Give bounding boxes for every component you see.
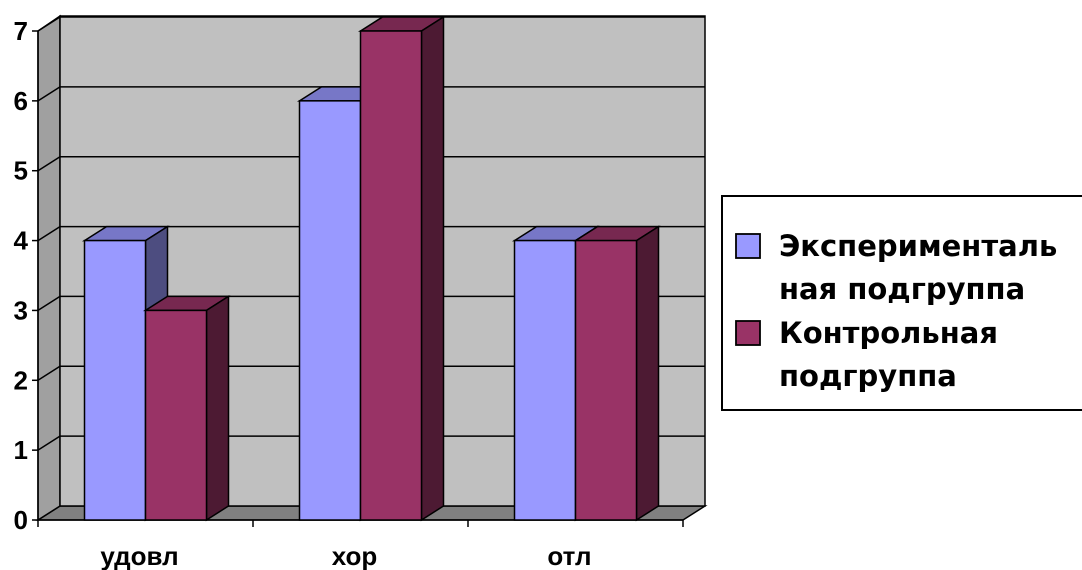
legend-box [721,195,1082,411]
legend-label: ная подгруппа [779,272,1025,306]
y-tick-label: 6 [14,86,28,116]
bar-front [298,100,362,521]
gridline [37,295,705,312]
gridline [37,16,705,32]
gridline [37,225,705,242]
x-category-label: удовл [100,541,178,570]
gridline [37,365,705,381]
bar [142,295,232,522]
y-tick-label: 0 [14,505,28,535]
bar-side [205,295,230,522]
legend-label: Контрольная [779,316,998,350]
y-tick-label: 3 [14,295,28,325]
bars [81,15,662,522]
bar-front [359,30,423,521]
x-category-label: хор [332,541,378,570]
bar-front [83,239,147,521]
legend-label: Эксперименталь [779,229,1057,263]
y-tick-label: 2 [14,365,28,395]
legend-swatch [735,233,761,259]
bar-front [513,239,577,521]
bar-front [144,309,208,521]
y-tick-label: 1 [14,435,28,465]
y-tick-label: 4 [14,226,29,256]
y-tick-labels: 0 1 2 3 4 5 6 7 [14,16,29,535]
gridlines [37,16,705,451]
bar [357,15,447,522]
x-category-labels: удовл хор отл [100,541,591,570]
legend: Эксперименталь ная подгруппа Контрольная по… [721,195,1082,411]
bar [572,225,662,522]
gridline [37,86,705,102]
y-tick-label: 7 [14,16,28,46]
gridline [37,435,705,451]
bar-side [420,15,445,522]
gridline [37,155,705,172]
legend-label: подгруппа [779,359,957,393]
x-category-label: отл [547,541,591,570]
side-wall [37,14,61,522]
bar-front [574,239,638,521]
y-tick-label: 5 [14,156,28,186]
bar-side [635,225,660,522]
legend-swatch [735,320,761,346]
